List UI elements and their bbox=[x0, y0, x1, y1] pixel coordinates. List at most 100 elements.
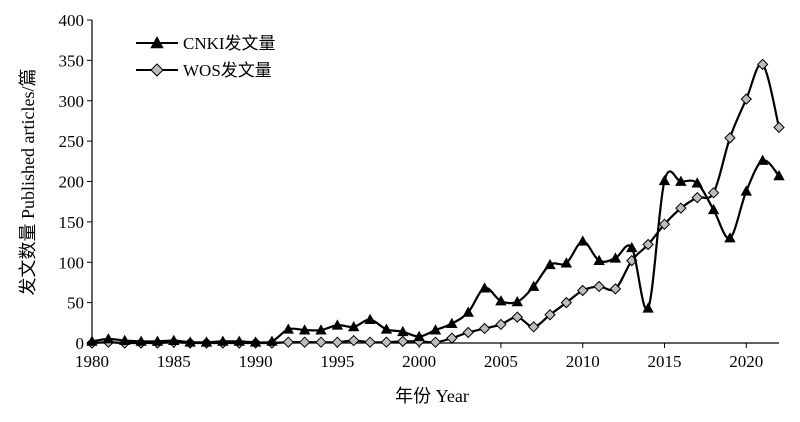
data-point-triangle bbox=[658, 174, 671, 186]
data-point-triangle bbox=[724, 232, 736, 243]
data-point-triangle bbox=[397, 325, 409, 337]
data-point-diamond bbox=[544, 309, 556, 321]
x-tick-label: 1995 bbox=[320, 352, 354, 371]
data-point-diamond bbox=[707, 187, 720, 199]
data-point-diamond bbox=[642, 238, 654, 251]
y-tick-label: 250 bbox=[59, 132, 85, 151]
data-point-triangle bbox=[282, 323, 294, 334]
x-tick-label: 2000 bbox=[402, 352, 436, 371]
y-tick-label: 0 bbox=[76, 334, 85, 353]
data-point-diamond bbox=[397, 335, 409, 348]
data-point-triangle bbox=[266, 335, 278, 346]
tick-labels: 0 50 100 150 200 250 300 350 400 1980 1985 1990 1995… bbox=[59, 11, 764, 371]
data-point-triangle bbox=[233, 335, 245, 346]
data-point-triangle bbox=[642, 302, 654, 313]
data-point-diamond bbox=[298, 336, 311, 348]
y-tick-label: 200 bbox=[59, 173, 85, 192]
y-tick-label: 100 bbox=[59, 253, 85, 272]
series-cnki bbox=[86, 154, 785, 347]
data-point-triangle bbox=[102, 333, 115, 344]
data-point-triangle bbox=[495, 295, 507, 306]
data-point-diamond bbox=[331, 336, 344, 348]
data-point-diamond bbox=[478, 322, 491, 335]
x-tick-label: 1990 bbox=[239, 352, 273, 371]
data-point-triangle bbox=[429, 324, 442, 335]
data-point-diamond bbox=[495, 318, 507, 331]
x-tick-label: 2015 bbox=[648, 352, 682, 371]
data-point-triangle bbox=[119, 334, 131, 345]
data-point-diamond bbox=[756, 58, 769, 71]
y-tick-label: 400 bbox=[59, 11, 85, 30]
data-point-triangle bbox=[511, 295, 523, 307]
data-point-triangle bbox=[315, 324, 327, 335]
x-tick-label: 2020 bbox=[729, 352, 763, 371]
data-point-diamond bbox=[658, 218, 671, 231]
y-tick-label: 50 bbox=[67, 294, 84, 313]
data-point-diamond bbox=[282, 336, 294, 348]
data-point-triangle bbox=[380, 323, 393, 334]
y-tick-label: 350 bbox=[59, 51, 85, 70]
data-point-triangle bbox=[675, 175, 687, 186]
series-layer bbox=[86, 58, 785, 349]
x-tick-label: 2010 bbox=[566, 352, 600, 371]
x-axis-title: 年份 Year bbox=[395, 386, 469, 406]
data-point-triangle bbox=[168, 334, 180, 345]
data-point-triangle bbox=[217, 335, 229, 346]
data-point-diamond bbox=[511, 311, 523, 323]
data-point-diamond bbox=[446, 332, 458, 344]
data-point-diamond bbox=[577, 284, 589, 297]
legend-diamond-marker bbox=[150, 63, 164, 77]
data-point-triangle bbox=[609, 252, 622, 263]
y-tick-label: 150 bbox=[59, 213, 85, 232]
data-point-triangle bbox=[413, 330, 425, 341]
data-point-triangle bbox=[560, 257, 573, 268]
data-point-triangle bbox=[626, 241, 638, 253]
data-point-diamond bbox=[429, 336, 442, 348]
data-point-triangle bbox=[707, 203, 720, 215]
legend-label: CNKI发文量 bbox=[183, 34, 276, 53]
data-point-triangle bbox=[184, 336, 196, 347]
data-point-triangle bbox=[773, 170, 785, 181]
y-axis-title: 发文数量 Published articles/篇 bbox=[18, 69, 38, 296]
data-point-triangle bbox=[298, 324, 311, 335]
data-point-triangle bbox=[151, 335, 164, 346]
data-point-diamond bbox=[462, 326, 474, 339]
data-point-diamond bbox=[773, 121, 785, 134]
data-point-triangle bbox=[86, 335, 98, 346]
data-point-diamond bbox=[527, 321, 540, 333]
data-point-triangle bbox=[364, 313, 376, 324]
data-point-triangle bbox=[348, 321, 360, 332]
data-point-triangle bbox=[691, 177, 703, 188]
data-point-triangle bbox=[544, 258, 556, 270]
x-tick-label: 1985 bbox=[157, 352, 191, 371]
data-point-diamond bbox=[724, 132, 736, 144]
legend-item: WOS发文量 bbox=[136, 61, 272, 80]
x-tick-label: 2005 bbox=[484, 352, 518, 371]
data-point-diamond bbox=[675, 202, 687, 214]
data-point-triangle bbox=[446, 317, 458, 329]
data-point-diamond bbox=[364, 336, 376, 348]
data-point-triangle bbox=[527, 280, 540, 291]
x-tick-label: 1980 bbox=[75, 352, 109, 371]
data-point-triangle bbox=[462, 306, 474, 317]
data-point-triangle bbox=[740, 185, 752, 196]
series-line bbox=[91, 62, 781, 345]
data-point-triangle bbox=[249, 336, 262, 347]
legend-triangle-marker bbox=[150, 36, 164, 49]
data-point-triangle bbox=[478, 282, 491, 293]
data-point-diamond bbox=[380, 336, 393, 348]
data-point-triangle bbox=[331, 319, 344, 330]
y-tick-label: 300 bbox=[59, 92, 85, 111]
data-point-triangle bbox=[577, 235, 589, 246]
data-point-triangle bbox=[593, 254, 605, 266]
data-point-triangle bbox=[135, 335, 147, 346]
data-point-diamond bbox=[560, 296, 573, 309]
legend-item: CNKI发文量 bbox=[136, 34, 276, 53]
data-point-triangle bbox=[756, 154, 769, 165]
series-wos bbox=[86, 58, 785, 349]
legend: CNKI发文量 WOS发文量 bbox=[136, 34, 276, 80]
data-point-triangle bbox=[200, 336, 213, 347]
data-point-diamond bbox=[348, 334, 360, 347]
data-point-diamond bbox=[691, 191, 703, 204]
